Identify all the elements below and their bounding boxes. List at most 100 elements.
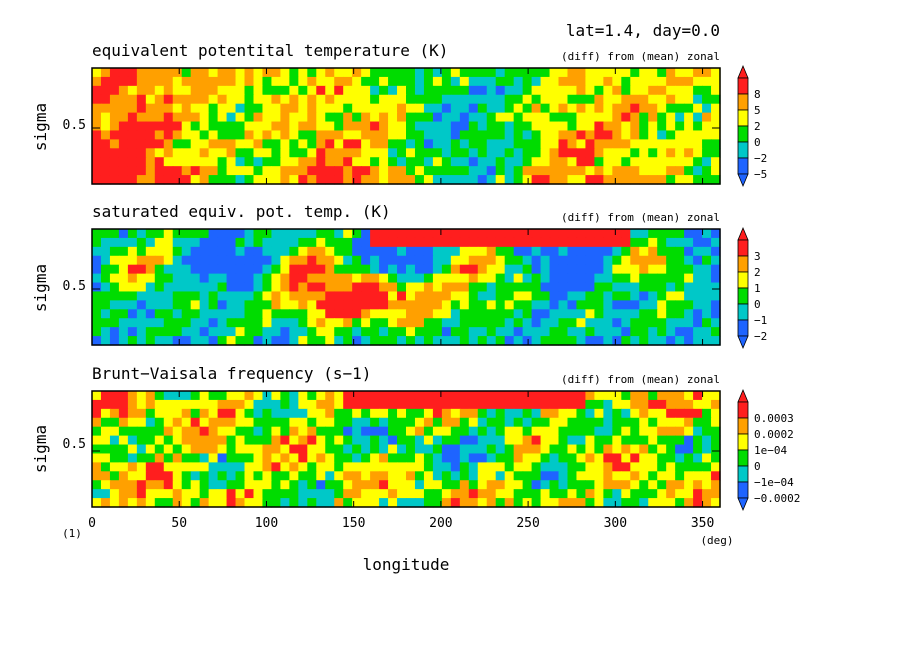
field-cell <box>289 453 299 463</box>
field-cell <box>190 94 201 105</box>
field-cell <box>172 282 183 293</box>
field-cell <box>432 327 443 337</box>
field-cell <box>190 291 201 301</box>
field-cell <box>621 399 631 410</box>
field-cell <box>612 121 622 132</box>
field-cell <box>370 85 380 96</box>
field-cell <box>594 291 604 301</box>
field-cell <box>441 391 452 401</box>
field-cell <box>271 166 281 176</box>
field-cell <box>468 112 479 123</box>
field-cell <box>441 273 452 284</box>
field-cell <box>702 291 712 301</box>
field-cell <box>271 309 281 319</box>
field-cell <box>477 76 488 87</box>
figure-header: lat=1.4, day=0.0 <box>566 21 720 40</box>
colorbar-swatch <box>737 157 749 175</box>
field-cell <box>253 273 264 284</box>
field-cell <box>181 417 192 428</box>
field-cell <box>298 273 308 284</box>
field-cell <box>711 489 721 499</box>
field-cell <box>154 246 165 257</box>
field-cell <box>361 489 371 499</box>
field-cell <box>343 318 353 328</box>
field-cell <box>154 399 165 410</box>
field-cell <box>639 237 649 248</box>
field-cell <box>630 282 640 293</box>
field-cell <box>432 336 443 346</box>
field-cell <box>208 444 219 455</box>
field-cell <box>522 453 533 463</box>
field-cell <box>145 246 156 257</box>
x-tick-label: 200 <box>429 516 452 531</box>
field-cell <box>576 229 587 239</box>
field-cell <box>459 462 470 472</box>
field-cell <box>495 435 506 446</box>
field-cell <box>289 462 299 472</box>
field-cell <box>441 318 452 328</box>
field-cell <box>244 121 255 132</box>
field-cell <box>504 85 515 96</box>
field-cell <box>612 255 622 266</box>
field-cell <box>702 417 712 428</box>
field-cell <box>486 175 497 185</box>
field-cell <box>441 444 452 455</box>
field-cell <box>594 489 604 499</box>
field-cell <box>208 121 219 132</box>
field-cell <box>594 309 604 319</box>
field-cell <box>109 255 120 266</box>
field-cell <box>154 255 165 266</box>
field-cell <box>307 112 317 123</box>
field-cell <box>145 391 156 401</box>
field-cell <box>639 309 649 319</box>
field-cell <box>307 264 317 275</box>
field-cell <box>441 139 452 149</box>
field-cell <box>468 130 479 140</box>
field-cell <box>657 309 667 319</box>
field-cell <box>316 391 326 401</box>
field-cell <box>630 408 640 419</box>
field-cell <box>343 175 353 185</box>
field-cell <box>432 391 443 401</box>
field-cell <box>477 121 488 132</box>
field-cell <box>558 444 569 455</box>
field-cell <box>648 399 658 410</box>
field-cell <box>630 237 640 248</box>
field-cell <box>441 453 452 463</box>
field-cell <box>549 282 560 293</box>
field-cell <box>100 453 111 463</box>
field-cell <box>127 130 138 140</box>
field-cell <box>253 246 264 257</box>
field-cell <box>459 255 470 266</box>
field-cell <box>441 246 452 257</box>
field-cell <box>262 166 273 176</box>
field-cell <box>127 318 138 328</box>
field-cell <box>648 426 658 437</box>
field-cell <box>558 282 569 293</box>
field-cell <box>414 121 425 132</box>
field-cell <box>262 121 273 132</box>
field-cell <box>612 76 622 87</box>
field-cell <box>504 130 515 140</box>
field-cell <box>343 471 353 481</box>
field-cell <box>388 291 398 301</box>
field-cell <box>226 121 237 132</box>
panel-1: equivalent potentital temperature (K) (d… <box>31 41 767 188</box>
field-cell <box>343 300 353 310</box>
field-cell <box>666 264 676 275</box>
field-cell <box>684 498 694 508</box>
field-cell <box>657 166 667 176</box>
field-cell <box>450 480 461 490</box>
field-cell <box>92 408 102 419</box>
field-cell <box>522 121 533 132</box>
field-cell <box>621 246 631 257</box>
field-cell <box>468 426 479 437</box>
field-cell <box>504 166 515 176</box>
field-cell <box>406 282 416 293</box>
field-cell <box>603 103 613 114</box>
field-cell <box>549 237 560 248</box>
field-cell <box>621 282 631 293</box>
field-cell <box>531 498 542 508</box>
field-cell <box>127 282 138 293</box>
field-cell <box>325 264 335 275</box>
